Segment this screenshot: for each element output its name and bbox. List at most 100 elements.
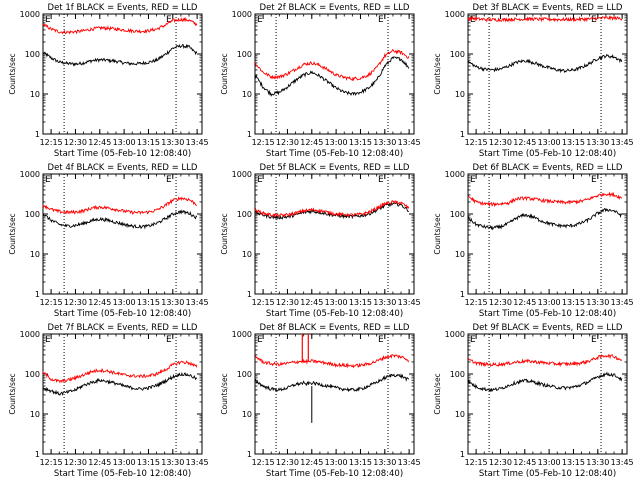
x-tick-label: 13:45: [398, 138, 421, 147]
x-tick-label: 13:30: [161, 138, 184, 147]
panel-title: Det 6f BLACK = Events, RED = LLD: [473, 163, 623, 173]
plot-frame: [467, 333, 628, 455]
plot-frame: [254, 173, 415, 295]
plot-frame: [254, 333, 415, 455]
x-tick-label: 13:45: [186, 138, 209, 147]
y-tick-label: 100: [25, 50, 40, 59]
x-tick-label: 13:45: [611, 458, 634, 467]
y-tick-label: 10: [455, 410, 465, 419]
y-tick-label: 1: [35, 290, 40, 299]
y-tick-label: 100: [25, 210, 40, 219]
lld-series-line: [42, 360, 198, 384]
y-tick-label: 100: [25, 370, 40, 379]
e-marker: E: [591, 175, 597, 185]
e-marker: E: [166, 175, 172, 185]
y-tick-label: 1000: [20, 330, 40, 339]
plot-frame: [42, 333, 203, 455]
x-tick-label: 12:30: [489, 138, 512, 147]
x-tick-label: 13:00: [325, 138, 348, 147]
y-axis-label: Counts/sec: [220, 53, 229, 94]
y-tick-label: 1000: [232, 10, 252, 19]
y-tick-label: 10: [242, 250, 252, 259]
y-tick-label: 10: [30, 90, 40, 99]
x-tick-label: 12:30: [489, 298, 512, 307]
x-axis-label: Start Time (05-Feb-10 12:08:40): [479, 149, 616, 159]
x-axis-label: Start Time (05-Feb-10 12:08:40): [266, 469, 403, 479]
y-tick-label: 1: [247, 130, 252, 139]
x-tick-label: 12:30: [64, 298, 87, 307]
x-tick-label: 13:45: [398, 458, 421, 467]
x-tick-label: 12:45: [300, 138, 323, 147]
e-marker: E: [470, 175, 476, 185]
x-axis-label: Start Time (05-Feb-10 12:08:40): [54, 309, 191, 319]
x-tick-label: 12:45: [300, 298, 323, 307]
lld-series-line: [42, 196, 198, 215]
e-marker: E: [378, 175, 384, 185]
x-tick-label: 13:00: [538, 138, 561, 147]
events-series-line: [254, 56, 410, 97]
detector-panel: Det 3f BLACK = Events, RED = LLD 1 10 100 10…: [433, 3, 634, 159]
events-series-line: [467, 371, 623, 393]
x-tick-label: 13:00: [113, 458, 136, 467]
x-tick-label: 13:15: [137, 138, 160, 147]
detector-panel: Det 5f BLACK = Events, RED = LLD 1 10 100 10…: [220, 163, 421, 319]
detector-panel: Det 4f BLACK = Events, RED = LLD 1 10 100 10…: [8, 163, 209, 319]
panel-title: Det 9f BLACK = Events, RED = LLD: [473, 323, 623, 333]
x-tick-label: 13:15: [562, 138, 585, 147]
x-tick-label: 13:15: [349, 458, 372, 467]
x-tick-label: 13:00: [538, 458, 561, 467]
plot-frame: [254, 13, 415, 135]
y-axis-label: Counts/sec: [433, 53, 442, 94]
panel-title: Det 8f BLACK = Events, RED = LLD: [260, 323, 410, 333]
events-series-line: [42, 209, 198, 230]
lld-series-line: [42, 16, 198, 35]
panel-title: Det 2f BLACK = Events, RED = LLD: [260, 3, 410, 13]
y-tick-label: 1000: [232, 330, 252, 339]
x-tick-label: 12:15: [252, 458, 275, 467]
events-series-line: [467, 53, 623, 74]
x-tick-label: 13:15: [562, 298, 585, 307]
y-tick-label: 1: [247, 290, 252, 299]
y-tick-label: 1000: [445, 170, 465, 179]
y-tick-label: 1000: [20, 10, 40, 19]
x-tick-label: 13:00: [113, 138, 136, 147]
panel-title: Det 7f BLACK = Events, RED = LLD: [48, 323, 198, 333]
x-tick-label: 12:30: [64, 458, 87, 467]
x-tick-label: 12:15: [252, 138, 275, 147]
x-axis-label: Start Time (05-Feb-10 12:08:40): [479, 309, 616, 319]
x-tick-label: 13:30: [373, 298, 396, 307]
plot-frame: [467, 173, 628, 295]
e-marker: E: [591, 15, 597, 25]
y-axis-label: Counts/sec: [220, 373, 229, 414]
lld-series-line: [254, 48, 410, 82]
y-tick-label: 1000: [232, 170, 252, 179]
x-tick-label: 13:45: [186, 298, 209, 307]
x-tick-label: 13:30: [586, 458, 609, 467]
y-tick-label: 1000: [445, 330, 465, 339]
y-tick-label: 100: [237, 370, 252, 379]
lld-series-line: [467, 15, 623, 23]
x-tick-label: 12:15: [40, 458, 63, 467]
x-tick-label: 12:45: [513, 138, 536, 147]
y-tick-label: 10: [242, 410, 252, 419]
plot-frame: [42, 173, 203, 295]
y-tick-label: 1: [35, 130, 40, 139]
e-marker: E: [257, 15, 263, 25]
lld-series-line: [467, 191, 623, 208]
x-tick-label: 12:15: [465, 138, 488, 147]
events-series-line: [42, 371, 198, 396]
x-tick-label: 12:30: [276, 458, 299, 467]
y-tick-label: 1: [460, 290, 465, 299]
x-axis-label: Start Time (05-Feb-10 12:08:40): [54, 469, 191, 479]
x-tick-label: 12:30: [489, 458, 512, 467]
x-tick-label: 13:45: [611, 138, 634, 147]
x-tick-label: 12:45: [88, 138, 111, 147]
x-tick-label: 13:15: [562, 458, 585, 467]
x-tick-label: 12:45: [88, 458, 111, 467]
x-tick-label: 12:45: [88, 298, 111, 307]
x-tick-label: 13:15: [349, 138, 372, 147]
x-tick-label: 13:15: [349, 298, 372, 307]
x-tick-label: 13:00: [538, 298, 561, 307]
y-tick-label: 100: [450, 210, 465, 219]
